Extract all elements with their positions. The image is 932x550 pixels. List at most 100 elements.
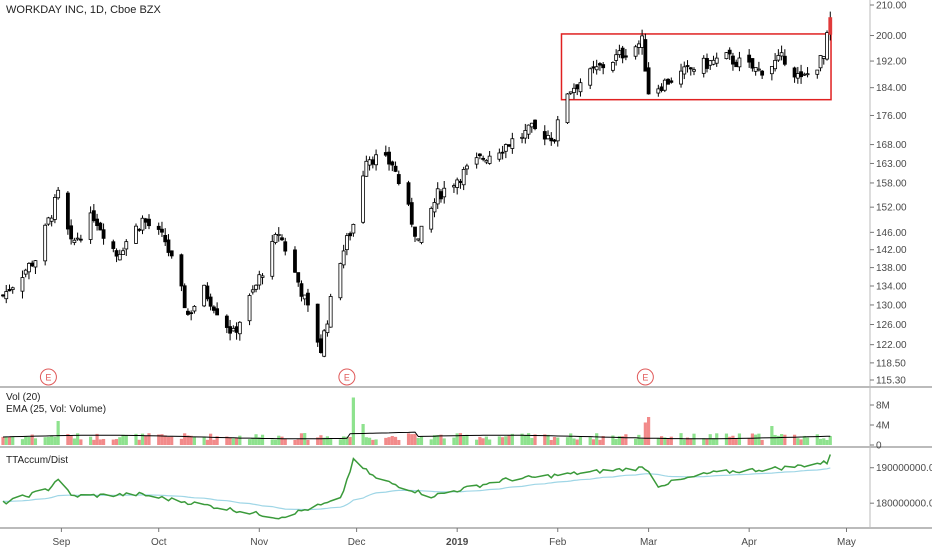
candle-body (818, 55, 823, 69)
volume-bar (747, 438, 751, 445)
candle-body (396, 174, 401, 185)
volume-bar (30, 434, 34, 445)
candle-body (640, 35, 645, 48)
candle-body (49, 217, 54, 222)
candle-body (189, 312, 194, 315)
volume-bar (212, 439, 216, 445)
candle-body (72, 239, 77, 243)
candle-body (319, 338, 323, 353)
candle-body (179, 254, 184, 287)
candle-body (575, 84, 580, 90)
candle-body (121, 250, 125, 255)
candle-body (594, 66, 599, 71)
candle-body (500, 151, 505, 154)
candle-body (620, 47, 625, 59)
candle-body (688, 67, 693, 70)
candle-body (416, 238, 421, 241)
volume-bar (202, 436, 206, 445)
price-tick-label: 200.00 (876, 31, 907, 42)
volume-bar (702, 438, 706, 445)
volume-bar (724, 433, 729, 445)
volume-bar (442, 438, 446, 445)
volume-bar (183, 433, 187, 445)
earnings-marker (338, 368, 356, 386)
volume-bar (140, 433, 145, 445)
candle-body (43, 224, 48, 262)
volume-bar (818, 438, 823, 445)
volume-bar (393, 436, 398, 445)
volume-bar (215, 436, 219, 445)
volume-bar (273, 439, 278, 445)
candle-body (497, 152, 502, 160)
candle-body (260, 275, 265, 278)
candle-body (662, 79, 667, 91)
volume-bar (595, 433, 599, 445)
volume-bar (708, 434, 712, 445)
volume-bar (776, 435, 780, 445)
candle-body (666, 78, 670, 85)
volume-bar (306, 439, 310, 445)
price-tick-label: 115.30 (876, 376, 906, 387)
candle-body (565, 93, 570, 124)
candle-body (270, 240, 275, 277)
candle-body (792, 67, 797, 78)
volume-bar (598, 439, 602, 445)
volume-bar (270, 439, 274, 445)
price-tick-label: 152.00 (876, 203, 907, 214)
candle-body (591, 66, 596, 69)
candle-body (364, 160, 369, 177)
candle-body (708, 60, 713, 66)
candle-body (484, 160, 489, 163)
candle-body (192, 305, 197, 312)
candle-body (805, 73, 810, 76)
candle-body (753, 66, 758, 72)
volume-bar (124, 434, 128, 445)
candle-body (598, 63, 602, 66)
volume-bar (69, 435, 73, 445)
candle-body (452, 185, 456, 188)
volume-bar (189, 435, 193, 445)
candle-body (224, 315, 229, 328)
price-tick-label: 158.00 (876, 178, 907, 189)
volume-tick-label: 8M (876, 401, 890, 412)
time-tick-label: May (837, 537, 856, 548)
volume-bar (296, 439, 300, 445)
volume-bar (659, 436, 664, 445)
price-tick-label: 176.00 (876, 111, 907, 122)
candle-body (659, 86, 664, 91)
candle-body (825, 32, 829, 60)
price-tick-label: 134.00 (876, 281, 907, 292)
candle-body (95, 218, 99, 227)
accum-tick-label: 190000000.00 (876, 463, 932, 474)
candle-body (487, 155, 492, 164)
candle-body (283, 241, 288, 252)
volume-bar (828, 436, 832, 445)
volume-bar (783, 434, 787, 445)
candle-body (325, 323, 330, 334)
candle-body (776, 55, 781, 61)
volume-bar (101, 438, 106, 445)
volume-bar (805, 437, 810, 445)
volume-bar (822, 438, 826, 445)
volume-bar (114, 439, 119, 445)
candle-body (208, 296, 213, 307)
candle-body (682, 66, 687, 75)
volume-bar (526, 433, 531, 445)
volume-bar (316, 437, 320, 445)
volume-bar (546, 434, 550, 445)
volume-bar (750, 433, 755, 445)
candle-body (166, 239, 171, 253)
volume-bar (364, 437, 368, 445)
volume-bar (429, 439, 433, 445)
volume-bar (209, 433, 213, 445)
candle-body (737, 57, 742, 68)
volume-bar (458, 433, 463, 445)
volume-bar (520, 433, 524, 445)
candle-body (465, 165, 469, 170)
candle-body (611, 62, 615, 71)
volume-bar (351, 397, 355, 445)
time-tick-label: Mar (640, 537, 658, 548)
volume-bar (390, 435, 394, 445)
candle-body (134, 225, 138, 244)
volume-bar (682, 439, 686, 445)
